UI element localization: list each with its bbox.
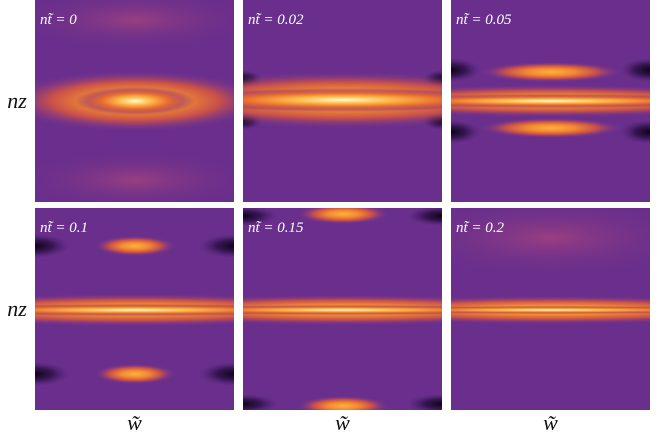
panel-label: nt̃ = 0	[40, 12, 77, 28]
y-axis-label: nz	[7, 296, 27, 321]
heat-region	[243, 88, 442, 112]
heat-region	[451, 208, 650, 278]
heat-region	[298, 208, 388, 224]
heat-region	[75, 87, 195, 115]
heat-region	[243, 305, 442, 315]
heatmap-panel	[243, 0, 442, 202]
heat-region	[620, 58, 650, 82]
heat-region	[407, 394, 442, 410]
heatmap-panel	[451, 208, 650, 410]
heat-region	[243, 208, 278, 226]
panel-label: nt̃ = 0.2	[456, 220, 505, 236]
heatmap-panel	[35, 208, 234, 410]
heatmap-panel	[243, 208, 442, 410]
heat-region	[451, 94, 650, 108]
heat-region	[451, 58, 481, 82]
heat-region	[35, 234, 70, 258]
heat-region	[451, 120, 481, 144]
x-axis-label: w̃	[127, 410, 142, 435]
heat-region	[620, 120, 650, 144]
heat-region	[35, 362, 70, 386]
heat-region	[199, 234, 234, 258]
panel-label: nt̃ = 0.1	[40, 220, 88, 236]
heat-region	[95, 364, 175, 384]
heatmap-panel	[451, 0, 650, 202]
heat-region	[407, 208, 442, 226]
heat-region	[243, 394, 278, 410]
heat-region	[199, 362, 234, 386]
heatmap-panel	[35, 0, 234, 202]
panel-label: nt̃ = 0.02	[248, 12, 304, 28]
panel-label: nt̃ = 0.15	[248, 220, 304, 236]
heat-region	[35, 150, 234, 202]
heat-region	[481, 118, 621, 138]
heat-region	[481, 62, 621, 82]
y-axis-label: nz	[7, 88, 27, 113]
heat-region	[95, 236, 175, 256]
heat-region	[451, 306, 650, 314]
heat-region	[35, 304, 234, 316]
panel-label: nt̃ = 0.05	[456, 12, 512, 28]
heat-region	[298, 396, 388, 410]
heat-region	[35, 0, 234, 50]
x-axis-label: w̃	[543, 410, 558, 435]
x-axis-label: w̃	[335, 410, 350, 435]
